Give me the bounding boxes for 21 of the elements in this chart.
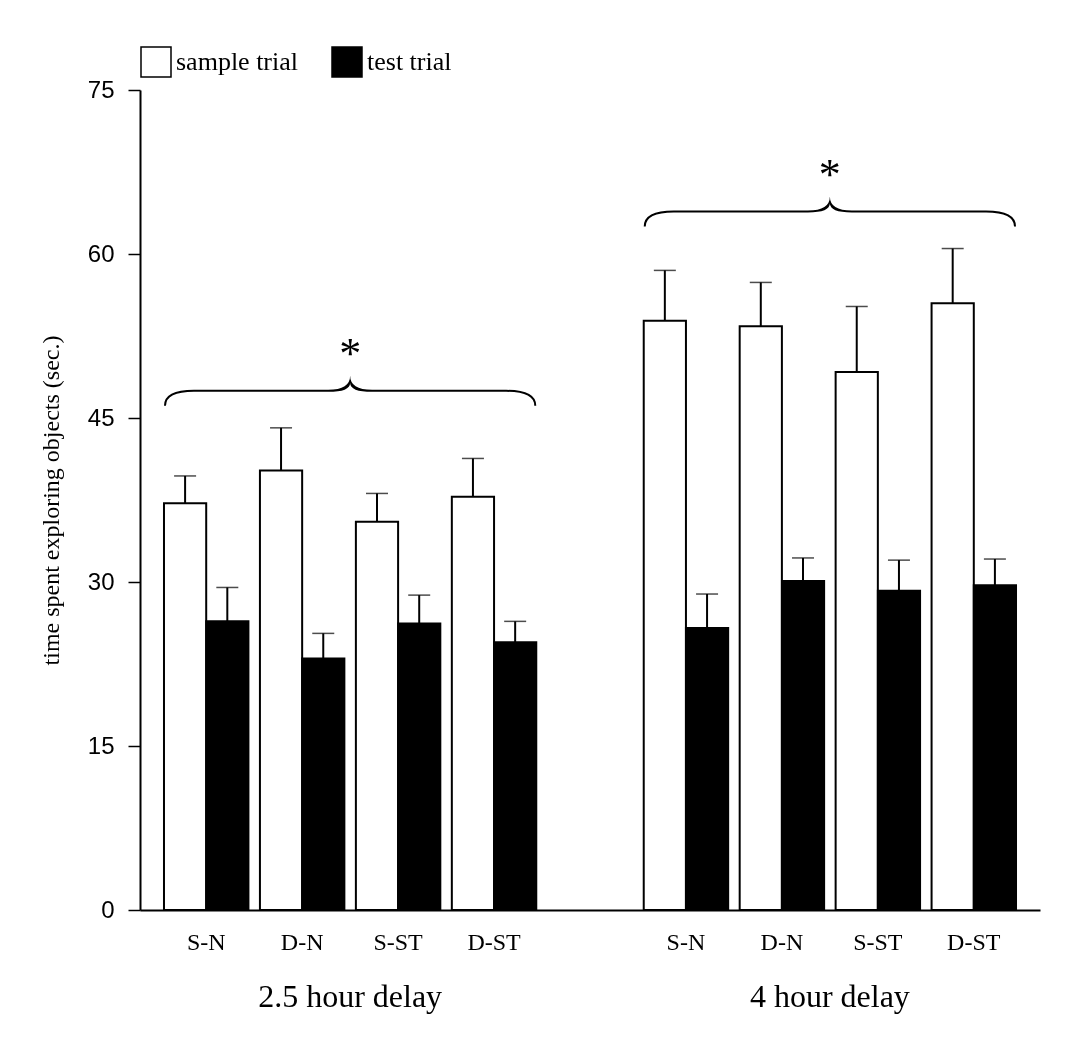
x-tick-label: D-ST xyxy=(947,928,1001,955)
legend-label: sample trial xyxy=(176,47,299,76)
y-tick-label: 0 xyxy=(101,895,115,923)
y-tick-label: 75 xyxy=(87,75,115,103)
text: 4 hour delay xyxy=(749,978,910,1015)
y-tick-label: 30 xyxy=(87,567,115,595)
x-tick-label: D-N xyxy=(280,928,324,955)
x-tick-label: S-ST xyxy=(853,928,903,955)
annotation: * xyxy=(818,148,841,200)
x-tick-label: D-N xyxy=(760,928,804,955)
y-tick-label: 45 xyxy=(87,403,115,431)
y-tick-label: 15 xyxy=(87,731,115,759)
legend-label: test trial xyxy=(367,47,452,76)
x-tick-label: S-ST xyxy=(373,928,424,955)
text: 2.5 hour delay xyxy=(258,978,443,1015)
y-tick-label: 60 xyxy=(87,239,115,267)
annotation: * xyxy=(339,327,362,379)
x-tick-label: D-ST xyxy=(467,928,522,955)
y-axis-title: time spent exploring objects (sec.) xyxy=(37,335,64,666)
x-tick-label: S-N xyxy=(666,928,706,955)
x-tick-label: S-N xyxy=(186,928,226,955)
